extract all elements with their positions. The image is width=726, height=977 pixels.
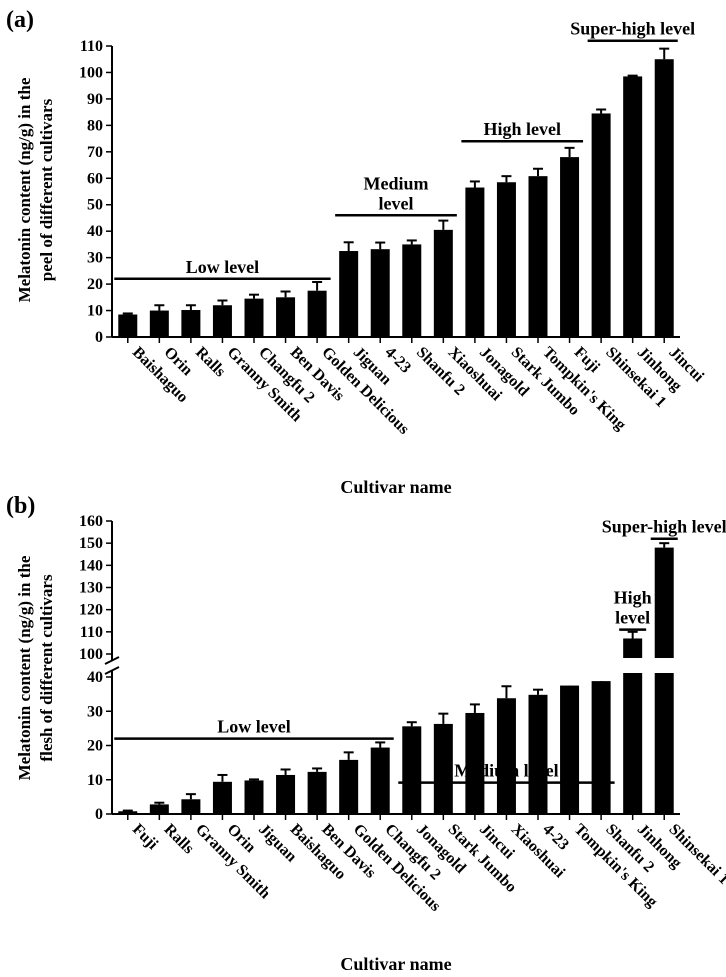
panel-b-bar-break-gap xyxy=(621,658,645,673)
panel-a-bar xyxy=(465,187,485,337)
panel-b-ylabel-line2: flesh of different cultivars xyxy=(37,574,56,762)
panel-a-bar xyxy=(528,176,548,337)
panel-b-y-tick-label: 140 xyxy=(79,557,103,574)
panel-b-bar xyxy=(307,771,327,814)
panel-a-bar xyxy=(118,314,138,337)
panel-b-y-tick-label: 0 xyxy=(95,806,103,823)
panel-b-bar xyxy=(402,726,422,814)
panel-a-group-label: High level xyxy=(483,119,561,139)
panel-a-bar xyxy=(149,310,169,337)
panel-b-bar xyxy=(623,638,643,814)
panel-a-bar xyxy=(370,249,390,337)
panel-a-y-tick-label: 90 xyxy=(87,91,103,108)
panel-a-xlabel: Cultivar name xyxy=(340,477,451,497)
panel-b-bar xyxy=(244,780,264,814)
panel-a-category-label: Ralls xyxy=(192,344,229,381)
panel-a-y-tick-label: 50 xyxy=(87,197,103,214)
panel-a-bar xyxy=(496,182,516,337)
panel-b-y-tick-label: 110 xyxy=(80,624,103,641)
panel-b-bar xyxy=(181,799,201,814)
panel-a-y-tick-label: 40 xyxy=(87,223,103,240)
panel-b-bar xyxy=(370,747,390,814)
panel-a-bar xyxy=(181,310,201,337)
panel-a: (a) Melatonin content (ng/g) in the peel… xyxy=(6,7,707,497)
panel-a-bar xyxy=(433,229,453,337)
panel-b-y-tick-label: 40 xyxy=(87,669,103,686)
panel-b-axis-break-mark xyxy=(104,666,120,675)
panel-b-bar xyxy=(654,547,674,814)
panel-b-bar xyxy=(149,804,169,814)
panel-a-y-tick-label: 30 xyxy=(87,250,103,267)
panel-a-ylabel-line1: Melatonin content (ng/g) in the xyxy=(15,77,34,302)
panel-b-bar xyxy=(465,712,485,814)
panel-b-bar xyxy=(528,694,548,814)
panel-b-group-label: Medium level xyxy=(454,761,558,781)
panel-a-y-tick-label: 70 xyxy=(87,144,103,161)
panel-b-group-label: High xyxy=(614,588,652,608)
panel-a-bar xyxy=(560,157,580,337)
panel-b-bar xyxy=(118,811,138,814)
panel-a-y-tick-label: 60 xyxy=(87,170,103,187)
panel-b-group-label: Low level xyxy=(217,717,291,737)
panel-a-bar xyxy=(654,59,674,338)
panel-a-ylabel-line2: peel of different cultivars xyxy=(37,98,56,281)
panel-b-y-tick-label: 100 xyxy=(79,646,103,663)
panel-b-y-tick-label: 160 xyxy=(79,513,103,530)
panel-b-category-label: Ralls xyxy=(161,821,198,858)
panel-a-bar xyxy=(244,298,264,337)
panel-b-ylabel-line1: Melatonin content (ng/g) in the xyxy=(15,555,34,780)
panel-a-bar xyxy=(276,297,296,337)
panel-a-y-tick-label: 80 xyxy=(87,117,103,134)
panel-b-letter: (b) xyxy=(6,493,35,519)
panel-b-y-tick-label: 10 xyxy=(87,772,103,789)
panel-b-bar xyxy=(212,781,232,814)
panel-a-group-label: level xyxy=(379,193,414,213)
panel-a-group-label: Medium xyxy=(364,173,429,193)
panel-b-bar xyxy=(433,723,453,814)
panel-b-group-label: level xyxy=(615,608,650,628)
panel-b-bar xyxy=(339,759,359,814)
panel-b-y-tick-label: 150 xyxy=(79,535,103,552)
panel-a-bar xyxy=(591,113,611,337)
panel-b: (b) Melatonin content (ng/g) in the fles… xyxy=(6,493,726,974)
panel-b-y-tick-label: 130 xyxy=(79,580,103,597)
panel-a-bar xyxy=(402,244,422,337)
panel-b-bar-break-gap xyxy=(652,658,676,673)
panel-a-group-label: Low level xyxy=(186,257,260,277)
panel-b-y-tick-label: 20 xyxy=(87,738,103,755)
panel-a-y-tick-label: 0 xyxy=(95,329,103,346)
panel-a-group-label: Super-high level xyxy=(570,19,695,39)
panel-b-xlabel: Cultivar name xyxy=(340,954,451,974)
panel-b-bar xyxy=(276,774,296,814)
panel-a-bar xyxy=(307,290,327,337)
panel-b-y-tick-label: 30 xyxy=(87,703,103,720)
panel-a-letter: (a) xyxy=(6,7,34,33)
panel-a-y-tick-label: 10 xyxy=(87,303,103,320)
panel-b-category-label: Fuji xyxy=(129,821,162,854)
panel-b-group-label: Super-high level xyxy=(602,517,726,537)
panel-a-bar xyxy=(212,305,232,337)
panel-a-bar xyxy=(623,76,643,337)
panel-b-y-tick-label: 120 xyxy=(79,602,103,619)
panel-b-axis-break-mark xyxy=(104,656,120,665)
panel-a-y-tick-label: 110 xyxy=(80,38,103,55)
panel-b-bar xyxy=(496,698,516,814)
panel-a-y-tick-label: 100 xyxy=(79,64,103,81)
panel-a-bar xyxy=(339,251,359,337)
panel-a-y-tick-label: 20 xyxy=(87,276,103,293)
